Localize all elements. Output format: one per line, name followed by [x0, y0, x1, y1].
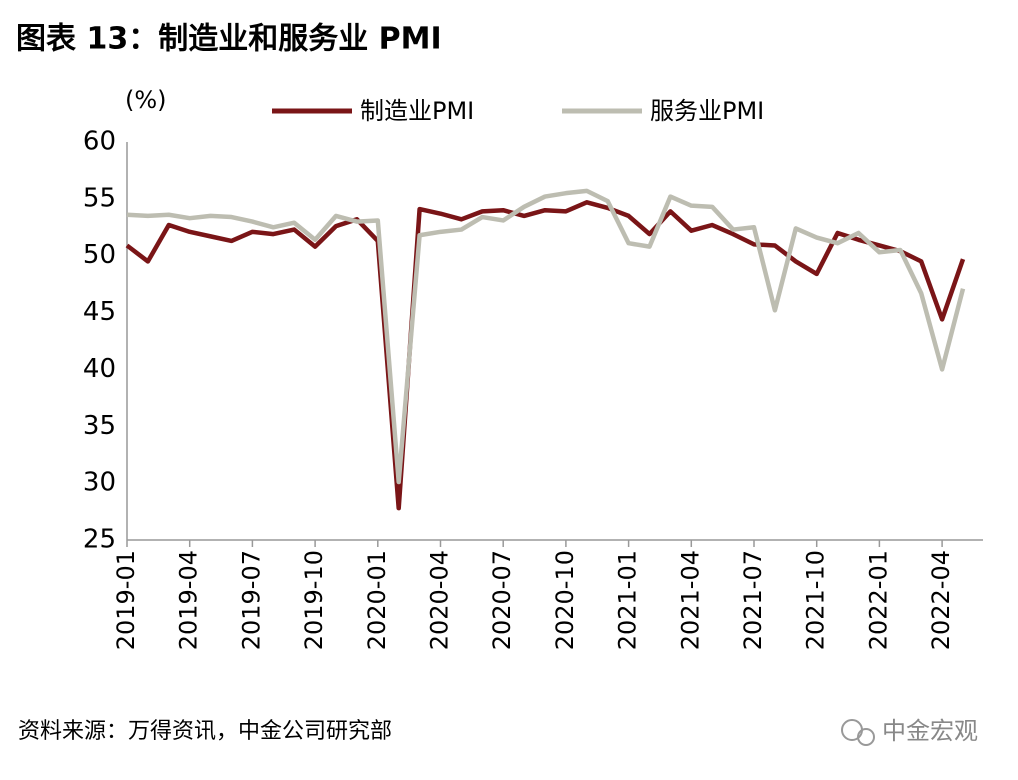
x-tick-label: 2021-01	[614, 550, 642, 650]
y-tick-label: 50	[83, 240, 116, 270]
y-tick-label: 30	[83, 468, 116, 498]
x-tick-label: 2022-04	[927, 550, 955, 650]
y-tick-label: 45	[83, 297, 116, 327]
x-tick-label: 2021-04	[676, 550, 704, 650]
x-tick-label: 2022-01	[864, 550, 892, 650]
line-series	[126, 188, 966, 485]
x-tick-label: 2020-10	[551, 550, 579, 650]
y-tick-label: 25	[83, 525, 116, 555]
y-tick-label: 55	[83, 183, 116, 213]
watermark-icon	[841, 719, 875, 746]
line-series	[125, 200, 966, 511]
source: 资料来源：万得资讯，中金公司研究部	[18, 719, 392, 744]
legend-label: 服务业PMI	[650, 97, 764, 125]
watermark: 中金宏观	[882, 717, 978, 745]
legend-label: 制造业PMI	[360, 97, 474, 125]
y-tick-label: 40	[83, 354, 116, 384]
x-tick-label: 2019-10	[300, 550, 328, 650]
x-tick-label: 2020-01	[363, 550, 391, 650]
x-tick-label: 2020-07	[488, 550, 516, 650]
x-tick-label: 2019-01	[112, 550, 140, 650]
x-tick-label: 2020-04	[426, 550, 454, 650]
x-tick-label: 2019-07	[237, 550, 265, 650]
x-tick-label: 2019-04	[175, 550, 203, 650]
y-unit: (%)	[125, 86, 167, 114]
x-tick-label: 2021-10	[802, 550, 830, 650]
y-tick-label: 35	[83, 411, 116, 441]
chart-title: 图表 13：制造业和服务业 PMI	[16, 22, 442, 57]
y-tick-label: 60	[83, 127, 116, 157]
x-tick-label: 2021-07	[739, 550, 767, 650]
